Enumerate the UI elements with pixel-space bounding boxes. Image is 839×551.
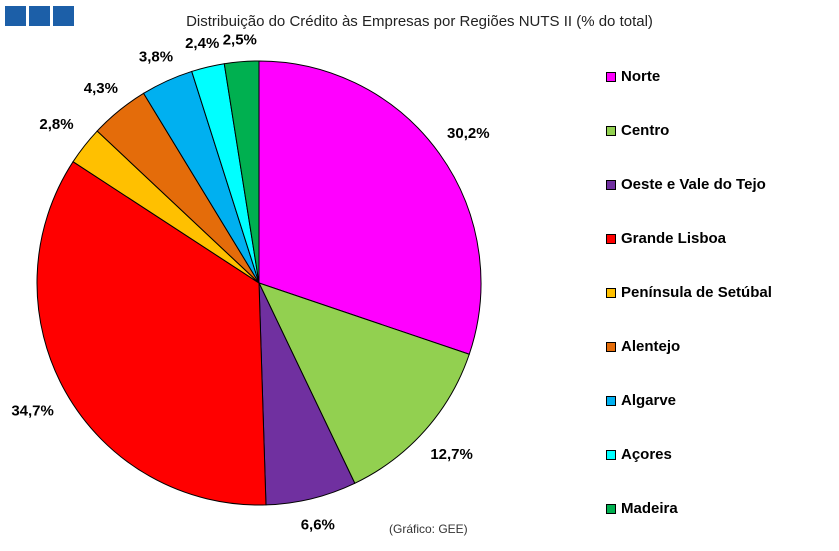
pie-slice-centro [258,282,470,484]
legend-item: Oeste e Vale do Tejo [606,176,766,193]
legend-swatch [606,341,616,352]
legend-swatch [606,395,616,406]
legend-label: Península de Setúbal [621,284,772,301]
slice-label: 2,8% [39,116,73,133]
legend-label: Madeira [621,500,678,517]
legend-label: Grande Lisboa [621,230,727,247]
legend-item: Norte [606,68,660,85]
legend-swatch [606,449,616,460]
pie-slice-grande-lisboa [36,161,267,506]
legend-label: Alentejo [621,338,681,355]
legend-swatch [606,287,616,298]
pie-slice-norte [258,60,482,355]
legend-item: Grande Lisboa [606,230,726,247]
slice-label: 4,3% [84,80,118,97]
legend-swatch [606,179,616,190]
legend-label: Oeste e Vale do Tejo [621,176,766,193]
legend-item: Açores [606,446,672,463]
source-note: (Gráfico: GEE) [389,522,468,536]
legend-item: Algarve [606,392,676,409]
logo [5,6,74,26]
slice-label: 3,8% [139,49,173,66]
legend-swatch [606,125,616,136]
legend-swatch [606,503,616,514]
slice-label: 30,2% [447,125,490,142]
logo-square [5,6,26,26]
legend-label: Norte [621,68,661,85]
legend-item: Alentejo [606,338,680,355]
legend-item: Madeira [606,500,678,517]
slice-label: 2,4% [185,35,219,52]
slice-label: 2,5% [223,32,257,49]
legend-item: Península de Setúbal [606,284,772,301]
logo-square [29,6,50,26]
slice-label: 34,7% [11,402,54,419]
legend-item: Centro [606,122,669,139]
chart-title: Distribuição do Crédito às Empresas por … [186,13,653,30]
pie-slice-madeira [223,60,260,284]
legend-swatch [606,233,616,244]
slice-label: 12,7% [430,446,473,463]
legend-swatch [606,71,616,82]
legend-label: Algarve [621,392,677,409]
slice-label: 6,6% [301,517,335,534]
logo-square [53,6,74,26]
legend-label: Centro [621,122,670,139]
legend-label: Açores [621,446,672,463]
